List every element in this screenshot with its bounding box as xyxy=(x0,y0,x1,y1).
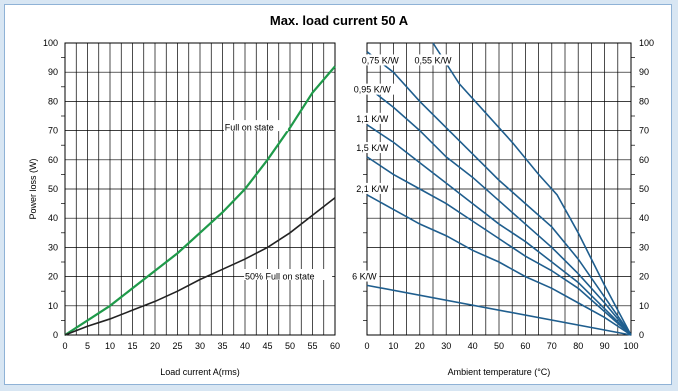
left-y-tick-label: 80 xyxy=(48,96,58,106)
left-y-tick-label: 10 xyxy=(48,301,58,311)
right-x-tick-label: 50 xyxy=(494,341,504,351)
left-y-tick-label: 50 xyxy=(48,184,58,194)
right-x-axis-label: Ambient temperature (°C) xyxy=(448,367,551,377)
right-series-label-bg xyxy=(357,54,403,66)
left-x-axis-label: Load current A(rms) xyxy=(160,367,240,377)
right-series-label: 6 K/W xyxy=(352,272,377,282)
right-series-label-bg xyxy=(410,54,456,66)
left-series-line xyxy=(64,197,336,336)
left-x-tick-label: 30 xyxy=(195,341,205,351)
left-y-tick-label: 40 xyxy=(48,213,58,223)
right-y-tick-label: 30 xyxy=(639,242,649,252)
left-x-tick-label: 25 xyxy=(172,341,182,351)
right-x-tick-label: 40 xyxy=(468,341,478,351)
left-x-tick-label: 50 xyxy=(285,341,295,351)
left-x-tick-label: 60 xyxy=(330,341,340,351)
left-plot-border xyxy=(64,42,336,336)
right-series-label-bg xyxy=(352,182,393,194)
left-series-label: 50% Full on state xyxy=(245,272,315,282)
right-x-tick-label: 20 xyxy=(415,341,425,351)
right-x-tick-label: 100 xyxy=(623,341,638,351)
left-x-tick-label: 5 xyxy=(85,341,90,351)
right-y-tick-label: 10 xyxy=(639,301,649,311)
right-y-tick-label: 20 xyxy=(639,272,649,282)
right-series-label-bg xyxy=(349,83,396,95)
chart-svg: 0 5 10 15 20 25 30 35 40 45 50 55 60 0 10 20 30 40 50 60 70 8… xyxy=(28,38,654,377)
left-x-tick-label: 40 xyxy=(240,341,250,351)
right-y-tick-label: 50 xyxy=(639,184,649,194)
left-y-tick-label: 60 xyxy=(48,155,58,165)
left-x-tick-label: 0 xyxy=(62,341,67,351)
right-series-label-bg xyxy=(352,142,393,154)
right-y-tick-label: 60 xyxy=(639,155,649,165)
right-series-label: 1,1 K/W xyxy=(356,114,389,124)
left-y-tick-label: 0 xyxy=(53,330,58,340)
right-y-tick-label: 100 xyxy=(639,38,654,48)
right-series-label: 0,95 K/W xyxy=(354,85,392,95)
right-y-tick-label: 90 xyxy=(639,67,649,77)
left-series-label-bg xyxy=(223,120,288,132)
right-series-label: 0,55 K/W xyxy=(414,55,452,65)
left-x-tick-label: 35 xyxy=(217,341,227,351)
left-y-tick-label: 70 xyxy=(48,126,58,136)
right-y-tick-label: 40 xyxy=(639,213,649,223)
chart-frame: Max. load current 50 A 0 5 10 15 20 25 30 35 40 4… xyxy=(4,4,672,385)
left-series-label: Full on state xyxy=(225,123,274,133)
left-x-tick-label: 15 xyxy=(127,341,137,351)
left-series-label-bg xyxy=(244,269,333,281)
right-series-line xyxy=(366,86,632,336)
right-series-line xyxy=(366,284,632,336)
right-x-tick-label: 90 xyxy=(600,341,610,351)
right-y-tick-label: 0 xyxy=(639,330,644,340)
right-y-tick-label: 80 xyxy=(639,96,649,106)
right-series-label-bg xyxy=(349,270,380,282)
right-series-label-bg xyxy=(352,112,393,124)
left-y-axis-label: Power loss (W) xyxy=(28,158,38,219)
right-x-tick-label: 80 xyxy=(573,341,583,351)
right-series-line xyxy=(366,156,632,336)
left-y-tick-label: 20 xyxy=(48,272,58,282)
right-x-tick-label: 70 xyxy=(547,341,557,351)
left-x-tick-label: 20 xyxy=(150,341,160,351)
right-series-line xyxy=(366,51,632,336)
left-y-tick-label: 100 xyxy=(43,38,58,48)
left-x-tick-label: 55 xyxy=(307,341,317,351)
right-x-tick-label: 60 xyxy=(520,341,530,351)
right-x-tick-label: 10 xyxy=(388,341,398,351)
right-series-line xyxy=(366,124,632,336)
left-x-tick-label: 45 xyxy=(262,341,272,351)
right-series-label: 2,1 K/W xyxy=(356,184,389,194)
right-series-line xyxy=(432,42,632,336)
left-x-tick-label: 10 xyxy=(105,341,115,351)
left-y-tick-label: 30 xyxy=(48,242,58,252)
right-series-label: 0,75 K/W xyxy=(362,55,400,65)
right-x-tick-label: 0 xyxy=(364,341,369,351)
right-series-label: 1,5 K/W xyxy=(356,143,389,153)
right-y-tick-label: 70 xyxy=(639,126,649,136)
left-series-line xyxy=(64,65,336,336)
right-series-line xyxy=(366,194,632,336)
chart-title: Max. load current 50 A xyxy=(269,13,409,28)
right-x-tick-label: 30 xyxy=(441,341,451,351)
left-y-tick-label: 90 xyxy=(48,67,58,77)
